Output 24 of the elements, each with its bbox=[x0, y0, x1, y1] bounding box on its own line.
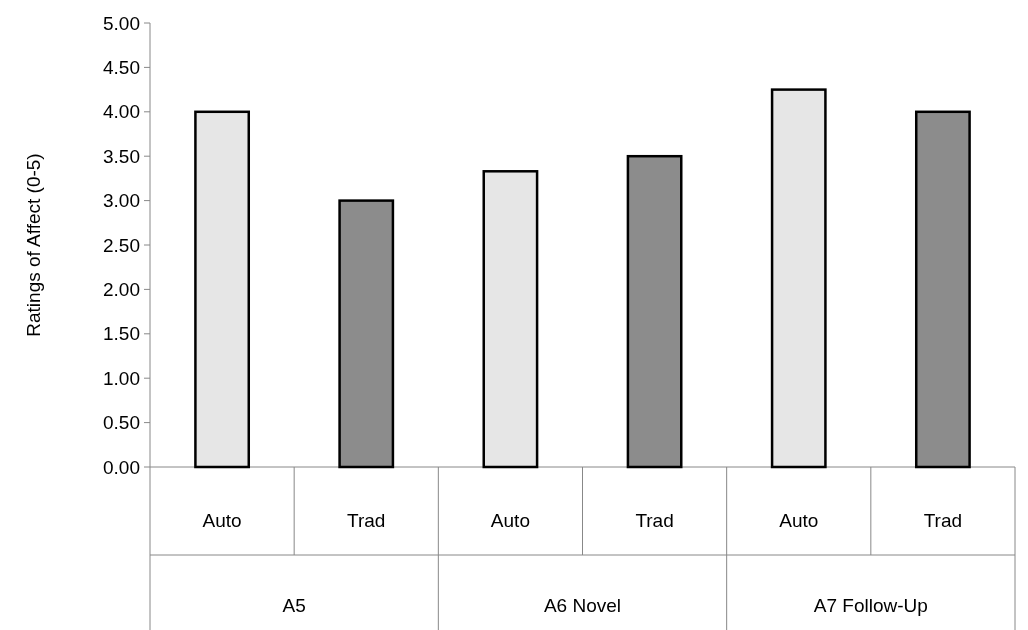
y-tick-label: 4.50 bbox=[103, 57, 140, 79]
y-tick-label: 0.00 bbox=[103, 456, 140, 478]
y-tick-label: 1.50 bbox=[103, 323, 140, 345]
y-tick-label: 3.00 bbox=[103, 190, 140, 212]
text: Auto bbox=[490, 510, 530, 531]
text: Trad bbox=[923, 510, 963, 531]
y-tick-label: 0.50 bbox=[103, 412, 140, 434]
y-tick-label: 4.00 bbox=[103, 101, 140, 123]
bar bbox=[482, 170, 539, 469]
text: Trad bbox=[347, 510, 386, 531]
text: Auto bbox=[779, 510, 819, 531]
x-tick-label: A7 Follow-Up bbox=[813, 595, 928, 616]
y-tick-label: 1.00 bbox=[103, 367, 140, 389]
y-tick-label: 2.00 bbox=[103, 279, 140, 301]
y-tick-label: 2.50 bbox=[103, 234, 140, 256]
y-axis-title: Ratings of Affect (0-5) bbox=[23, 153, 44, 337]
x-tick-label: A5 bbox=[282, 595, 306, 616]
bar bbox=[770, 88, 827, 469]
x-tick-label: A6 Novel bbox=[543, 595, 622, 616]
text: Auto bbox=[202, 510, 242, 531]
y-tick-label: 3.50 bbox=[103, 145, 140, 167]
y-tick-label: 5.00 bbox=[103, 12, 140, 34]
text: Trad bbox=[635, 510, 674, 531]
bar bbox=[194, 110, 250, 469]
